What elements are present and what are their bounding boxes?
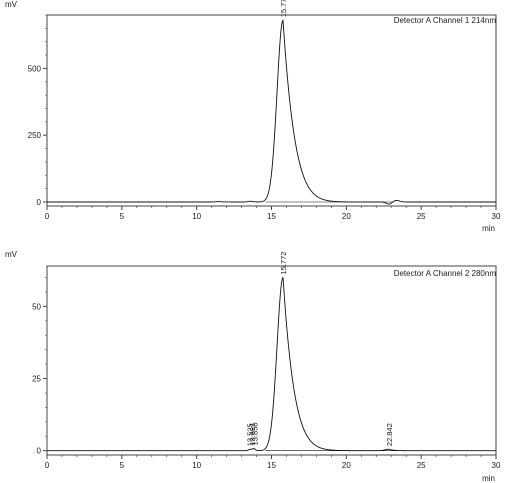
y-axis-unit-label: mV: [5, 0, 18, 9]
y-tick-label: 25: [32, 375, 41, 384]
y-tick-label: 250: [28, 131, 42, 140]
x-tick-label: 10: [192, 461, 201, 470]
signal-trace: [47, 19, 496, 205]
x-tick-label: 10: [192, 212, 201, 221]
x-tick-label: 20: [342, 212, 351, 221]
x-axis-unit-label: min: [482, 474, 495, 483]
x-tick-label: 0: [45, 461, 50, 470]
x-tick-label: 15: [267, 212, 276, 221]
chromatogram-panel-2: mV Detector A Channel 2 280nm 0 25 50 0 5 10…: [5, 250, 501, 483]
peak-label: 15.770: [279, 0, 288, 17]
x-tick-label: 5: [120, 461, 125, 470]
x-tick-label: 5: [120, 212, 125, 221]
x-tick-label: 30: [492, 461, 501, 470]
x-tick-label: 0: [45, 212, 50, 221]
x-tick-label: 15: [267, 461, 276, 470]
y-ticks: 0 250 500: [28, 14, 47, 207]
x-axis-unit-label: min: [482, 224, 495, 233]
x-ticks: 0 5 10 15 20 25 30: [45, 206, 501, 221]
y-ticks: 0 25 50: [32, 277, 47, 456]
x-ticks: 0 5 10 15 20 25 30: [45, 455, 501, 470]
y-tick-label: 0: [37, 447, 42, 456]
x-tick-label: 25: [417, 212, 426, 221]
y-tick-label: 50: [32, 302, 41, 311]
peak-label: 13.850: [250, 422, 259, 445]
y-axis-unit-label: mV: [5, 250, 18, 259]
x-tick-label: 30: [492, 212, 501, 221]
y-tick-label: 0: [37, 198, 42, 207]
legend-label: Detector A Channel 1 214nm: [394, 16, 497, 25]
peak-label: 13.525: [245, 423, 254, 446]
chromatogram-panel-1: mV Detector A Channel 1 214nm 0 250 500 0 5…: [5, 0, 501, 233]
signal-trace: [47, 276, 496, 452]
peak-label: 13.691: [248, 423, 257, 446]
legend-label: Detector A Channel 2 280nm: [394, 269, 497, 278]
y-tick-label: 500: [28, 64, 42, 73]
x-tick-label: 25: [417, 461, 426, 470]
x-tick-label: 20: [342, 461, 351, 470]
peak-label: 22.842: [385, 423, 394, 446]
peak-label: 15.772: [279, 252, 288, 275]
peak-labels: 15.770: [279, 0, 288, 17]
